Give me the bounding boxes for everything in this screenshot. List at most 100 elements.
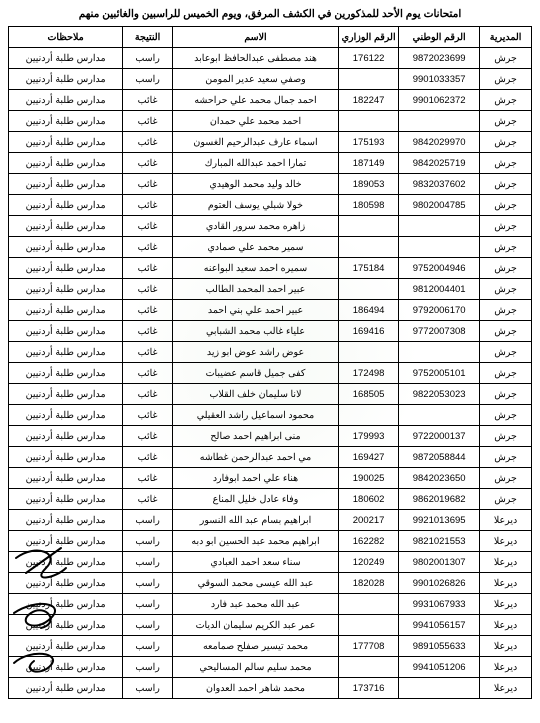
cell-dir: جرش xyxy=(480,384,532,405)
table-header-row: المديرية الرقم الوطني الرقم الوزاري الاس… xyxy=(9,27,532,48)
cell-notes: مدارس طلبة أردنيين xyxy=(9,258,123,279)
cell-res: غائب xyxy=(123,90,173,111)
cell-min: 120249 xyxy=(339,552,399,573)
cell-res: راسب xyxy=(123,69,173,90)
cell-min: 172498 xyxy=(339,363,399,384)
cell-notes: مدارس طلبة أردنيين xyxy=(9,48,123,69)
cell-dir: جرش xyxy=(480,195,532,216)
cell-name: تمارا احمد عبدالله المبارك xyxy=(172,153,338,174)
table-row: جرش عوض راشد عوض ابو زيدغائبمدارس طلبة أر… xyxy=(9,342,532,363)
cell-name: احمد محمد علي حمدان xyxy=(172,111,338,132)
cell-res: راسب xyxy=(123,510,173,531)
cell-res: غائب xyxy=(123,258,173,279)
cell-dir: جرش xyxy=(480,342,532,363)
table-row: جرش9792006170186494عبير احمد علي بني احم… xyxy=(9,300,532,321)
cell-notes: مدارس طلبة أردنيين xyxy=(9,237,123,258)
cell-name: عوض راشد عوض ابو زيد xyxy=(172,342,338,363)
cell-res: راسب xyxy=(123,531,173,552)
cell-name: هناء علي احمد ابوفارد xyxy=(172,468,338,489)
cell-nat: 9891055633 xyxy=(399,636,480,657)
table-row: جرشاحمد محمد علي حمدانغائبمدارس طلبة أرد… xyxy=(9,111,532,132)
cell-min: 175184 xyxy=(339,258,399,279)
cell-min: 173716 xyxy=(339,678,399,699)
cell-name: وفاء عادل خليل المناع xyxy=(172,489,338,510)
cell-nat: 9832037602 xyxy=(399,174,480,195)
cell-res: غائب xyxy=(123,111,173,132)
cell-min: 180598 xyxy=(339,195,399,216)
cell-min: 162282 xyxy=(339,531,399,552)
col-notes: ملاحظات xyxy=(9,27,123,48)
cell-nat: 9752005101 xyxy=(399,363,480,384)
cell-notes: مدارس طلبة أردنيين xyxy=(9,615,123,636)
cell-name: لانا سليمان خلف القلاب xyxy=(172,384,338,405)
cell-res: غائب xyxy=(123,447,173,468)
cell-dir: جرش xyxy=(480,405,532,426)
cell-notes: مدارس طلبة أردنيين xyxy=(9,174,123,195)
cell-dir: ديرعلا xyxy=(480,636,532,657)
cell-notes: مدارس طلبة أردنيين xyxy=(9,405,123,426)
table-row: جرش9842029970175193اسماء عارف عبدالرحيم … xyxy=(9,132,532,153)
table-row: ديرعلا9901026826182028عبد الله عيسى محمد… xyxy=(9,573,532,594)
table-row: جرش9752005101172498كفى جميل قاسم عضيباتغ… xyxy=(9,363,532,384)
table-row: ديرعلا9921013695200217ابراهيم بسام عبد ا… xyxy=(9,510,532,531)
cell-dir: جرش xyxy=(480,153,532,174)
cell-name: عبد الله محمد عبد فارد xyxy=(172,594,338,615)
cell-notes: مدارس طلبة أردنيين xyxy=(9,321,123,342)
col-name: الاسم xyxy=(172,27,338,48)
cell-dir: جرش xyxy=(480,216,532,237)
cell-name: عمر عبد الكريم سليمان الديات xyxy=(172,615,338,636)
cell-name: ابراهيم بسام عبد الله النسور xyxy=(172,510,338,531)
cell-dir: جرش xyxy=(480,69,532,90)
cell-notes: مدارس طلبة أردنيين xyxy=(9,195,123,216)
cell-dir: ديرعلا xyxy=(480,594,532,615)
cell-res: غائب xyxy=(123,342,173,363)
cell-name: محمود اسماعيل راشد العقيلي xyxy=(172,405,338,426)
cell-name: سناء سعد احمد العبادي xyxy=(172,552,338,573)
cell-nat xyxy=(399,111,480,132)
table-body: جرش9872023699176122هند مصطفى عبدالحافظ ا… xyxy=(9,48,532,699)
cell-notes: مدارس طلبة أردنيين xyxy=(9,153,123,174)
cell-dir: جرش xyxy=(480,132,532,153)
cell-nat: 9802004785 xyxy=(399,195,480,216)
cell-dir: ديرعلا xyxy=(480,573,532,594)
cell-dir: ديرعلا xyxy=(480,615,532,636)
table-row: ديرعلا9802001307120249سناء سعد احمد العب… xyxy=(9,552,532,573)
cell-name: عبد الله عيسى محمد السوقي xyxy=(172,573,338,594)
col-res: النتيجة xyxy=(123,27,173,48)
cell-nat: 9821021553 xyxy=(399,531,480,552)
cell-notes: مدارس طلبة أردنيين xyxy=(9,510,123,531)
cell-nat: 9802001307 xyxy=(399,552,480,573)
cell-name: محمد شاهر احمد العدوان xyxy=(172,678,338,699)
table-row: ديرعلا9891055633177708محمد تيسير صفلح صم… xyxy=(9,636,532,657)
cell-name: عبير احمد علي بني احمد xyxy=(172,300,338,321)
cell-dir: جرش xyxy=(480,489,532,510)
cell-min: 189053 xyxy=(339,174,399,195)
cell-dir: جرش xyxy=(480,321,532,342)
cell-min: 200217 xyxy=(339,510,399,531)
cell-notes: مدارس طلبة أردنيين xyxy=(9,594,123,615)
cell-notes: مدارس طلبة أردنيين xyxy=(9,69,123,90)
cell-dir: جرش xyxy=(480,426,532,447)
cell-notes: مدارس طلبة أردنيين xyxy=(9,132,123,153)
cell-res: راسب xyxy=(123,594,173,615)
table-row: جرش9872023699176122هند مصطفى عبدالحافظ ا… xyxy=(9,48,532,69)
table-row: ديرعلا9821021553162282ابراهيم محمد عبد ا… xyxy=(9,531,532,552)
cell-res: غائب xyxy=(123,405,173,426)
cell-dir: ديرعلا xyxy=(480,531,532,552)
cell-res: راسب xyxy=(123,552,173,573)
cell-dir: ديرعلا xyxy=(480,678,532,699)
cell-dir: جرش xyxy=(480,237,532,258)
cell-nat xyxy=(399,405,480,426)
cell-min xyxy=(339,405,399,426)
cell-res: غائب xyxy=(123,426,173,447)
cell-notes: مدارس طلبة أردنيين xyxy=(9,552,123,573)
table-row: جرش9842023650190025هناء علي احمد ابوفارد… xyxy=(9,468,532,489)
cell-min: 168505 xyxy=(339,384,399,405)
cell-name: عبير احمد المحمد الطالب xyxy=(172,279,338,300)
table-row: جرش9772007308169416علياء غالب محمد الشبا… xyxy=(9,321,532,342)
cell-notes: مدارس طلبة أردنيين xyxy=(9,489,123,510)
table-row: ديرعلا9941051206محمد سليم سالم المساليحي… xyxy=(9,657,532,678)
cell-notes: مدارس طلبة أردنيين xyxy=(9,342,123,363)
cell-notes: مدارس طلبة أردنيين xyxy=(9,384,123,405)
cell-res: غائب xyxy=(123,174,173,195)
